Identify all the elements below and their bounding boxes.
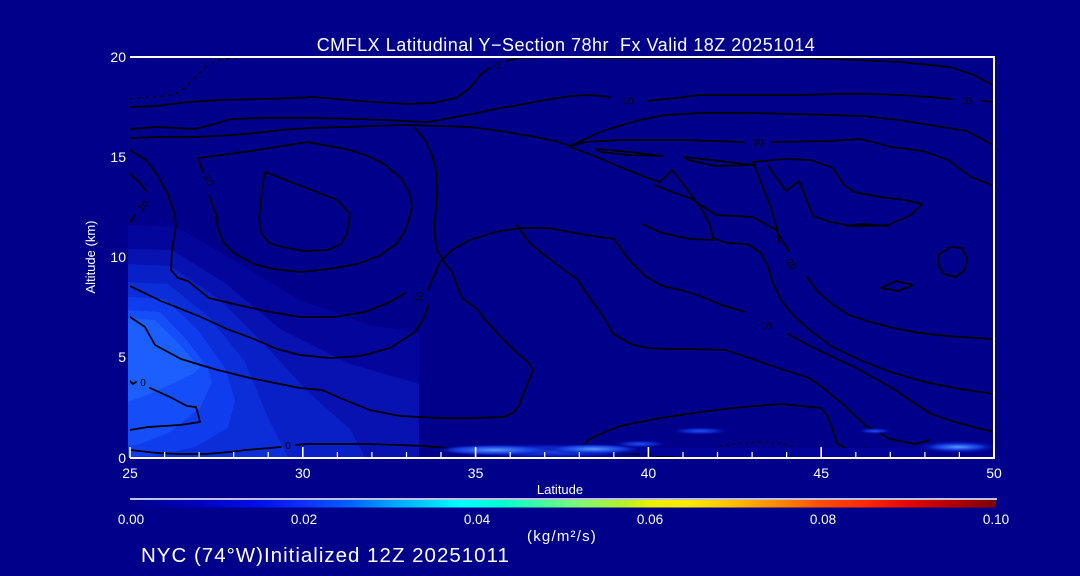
svg-text:0: 0 <box>494 61 500 72</box>
svg-text:35: 35 <box>468 465 484 481</box>
svg-text:0: 0 <box>140 378 146 389</box>
svg-text:0.00: 0.00 <box>118 512 144 527</box>
svg-text:10: 10 <box>622 96 634 107</box>
svg-text:25: 25 <box>122 465 138 481</box>
svg-text:Latitude: Latitude <box>537 482 583 497</box>
svg-text:10: 10 <box>960 96 972 107</box>
svg-text:50: 50 <box>986 465 1002 481</box>
svg-text:0.08: 0.08 <box>810 512 836 527</box>
svg-text:0.04: 0.04 <box>464 512 491 527</box>
svg-text:(kg/m²/s): (kg/m²/s) <box>527 528 597 545</box>
svg-text:Altitude (km): Altitude (km) <box>83 221 98 294</box>
svg-text:0: 0 <box>285 441 291 452</box>
svg-text:10: 10 <box>414 290 428 304</box>
svg-text:0.10: 0.10 <box>983 512 1009 527</box>
svg-text:NYC (74°W)Initialized 12Z 2025: NYC (74°W)Initialized 12Z 20251011 <box>141 544 510 567</box>
svg-text:CMFLX Latitudinal Y−Section 78: CMFLX Latitudinal Y−Section 78hr Fx Vali… <box>317 35 816 55</box>
svg-text:15: 15 <box>110 149 126 165</box>
svg-text:0.06: 0.06 <box>637 512 663 527</box>
svg-text:20: 20 <box>200 173 215 189</box>
svg-text:40: 40 <box>641 465 657 481</box>
svg-text:0.02: 0.02 <box>291 512 317 527</box>
svg-text:10: 10 <box>110 249 126 265</box>
svg-text:20: 20 <box>110 49 126 65</box>
svg-text:45: 45 <box>813 465 829 481</box>
svg-text:0: 0 <box>118 450 126 466</box>
svg-text:20: 20 <box>752 138 764 149</box>
svg-text:10: 10 <box>760 321 772 332</box>
svg-text:30: 30 <box>295 465 311 481</box>
svg-text:5: 5 <box>118 349 126 365</box>
